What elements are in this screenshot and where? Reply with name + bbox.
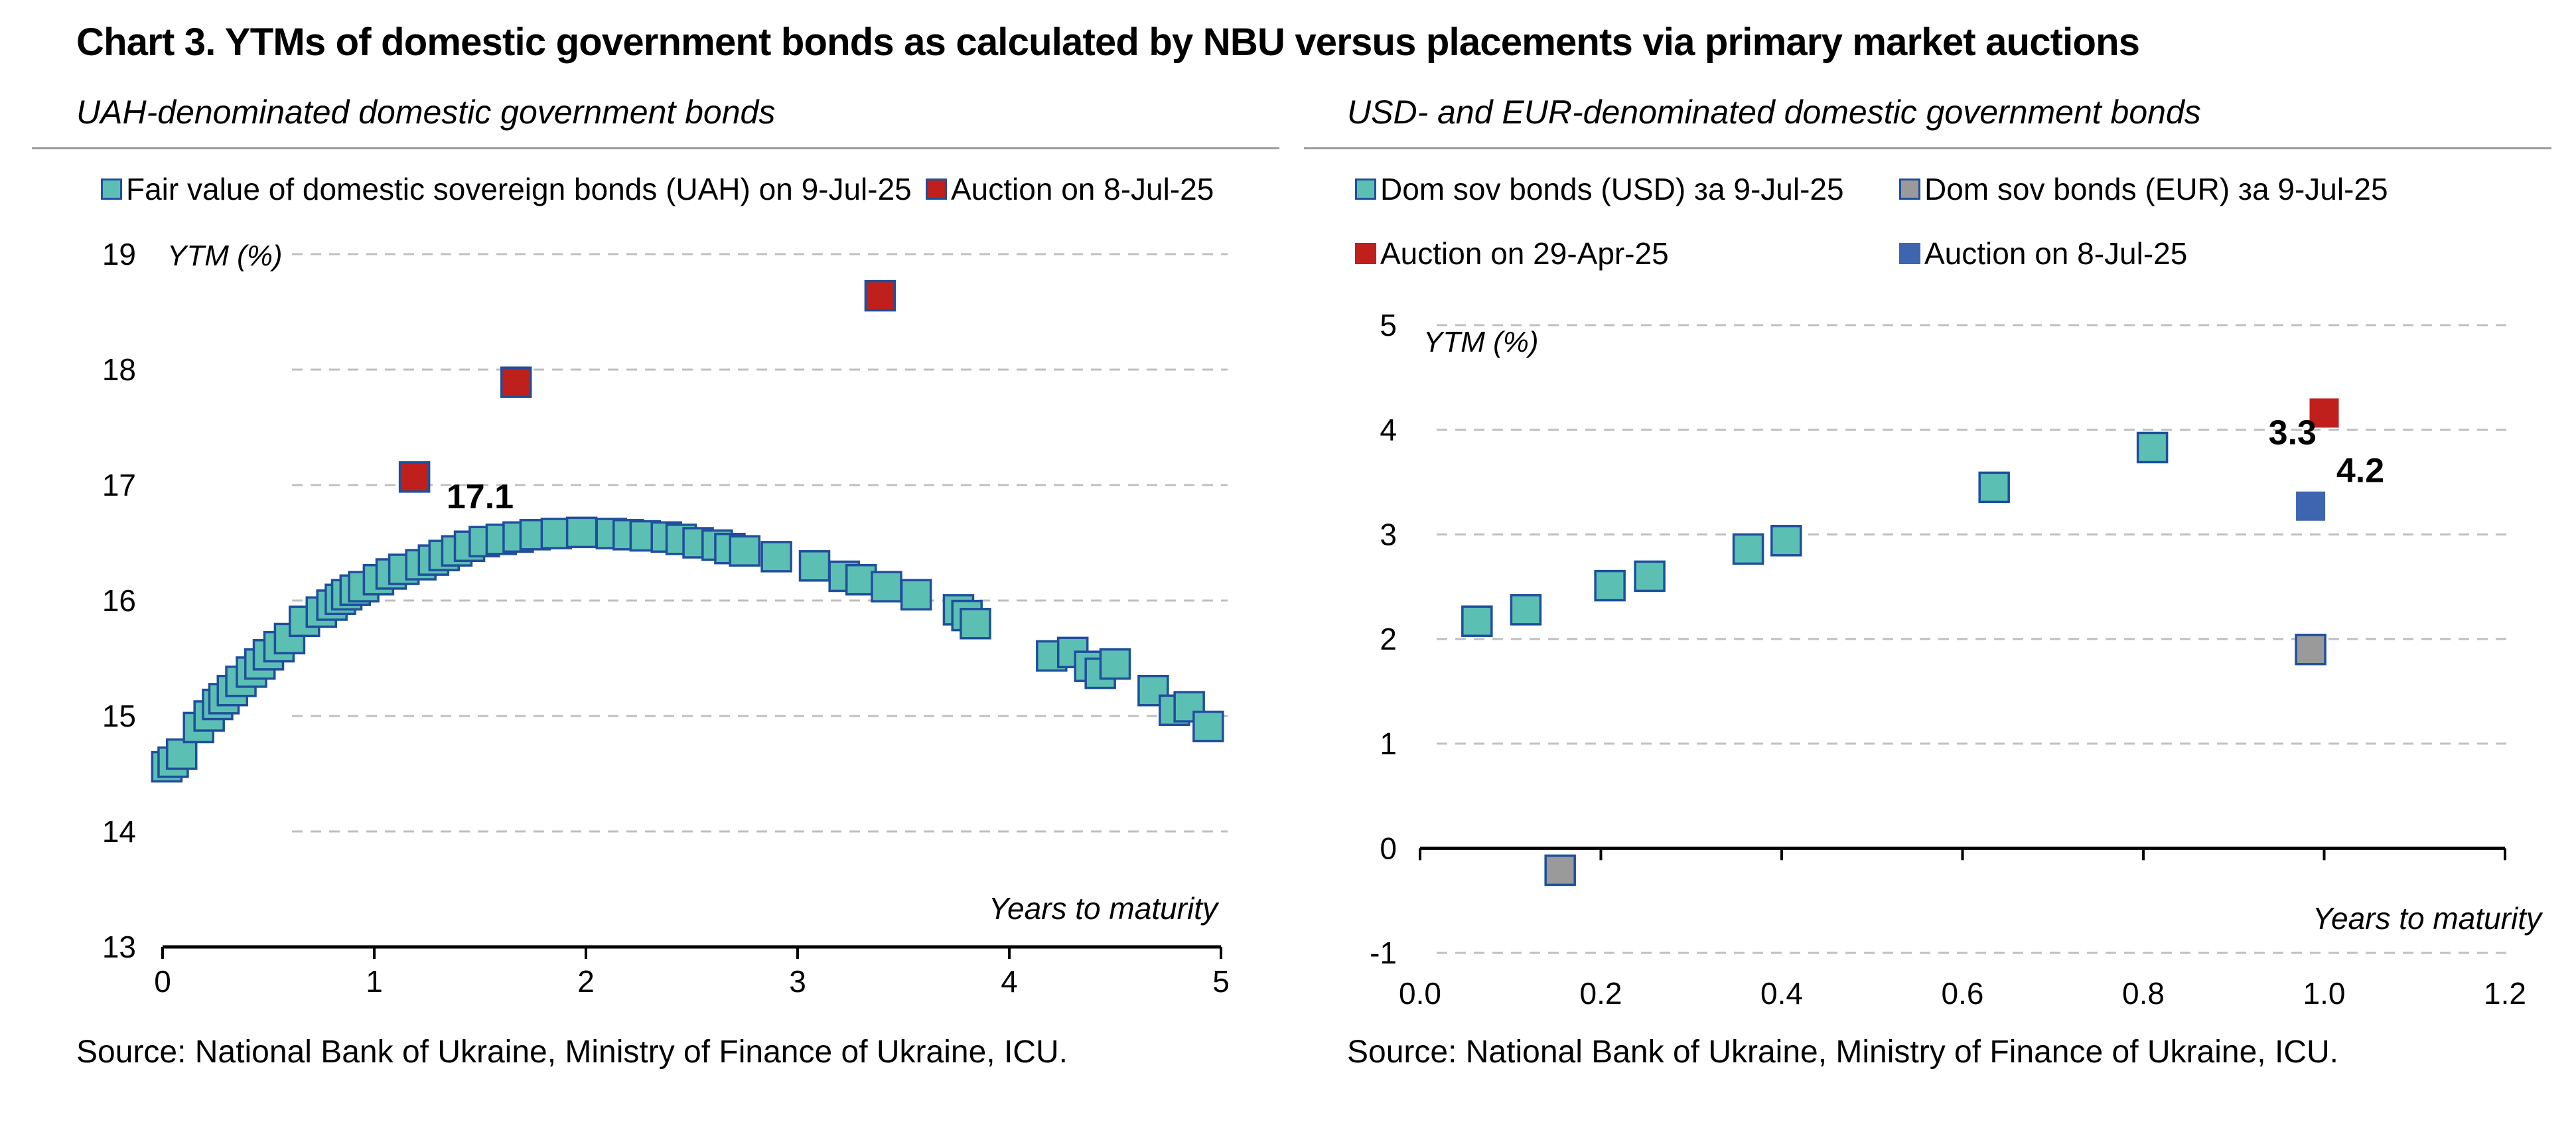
x-tick-label: 0	[154, 964, 171, 999]
x-tick-label: 0.4	[1760, 976, 1803, 1011]
right-header-rule	[1304, 147, 2551, 149]
data-label: 3.3	[2269, 414, 2317, 453]
teal-data-point	[1173, 691, 1205, 723]
teal-data-point	[1510, 594, 1542, 626]
y-tick-label: 5	[1380, 308, 1397, 342]
y-tick-label: 16	[102, 583, 136, 618]
y-tick-label: 14	[102, 814, 136, 849]
blue-data-point	[2296, 491, 2326, 521]
left-legend-item-fair-value: Fair value of domestic sovereign bonds (…	[101, 171, 912, 207]
teal-data-point	[960, 608, 991, 640]
y-tick-label: 0	[1380, 831, 1397, 865]
legend-label: Auction on 8-Jul-25	[951, 172, 1214, 206]
teal-data-point	[798, 550, 831, 582]
y-tick-label: 19	[102, 237, 136, 271]
red-data-point	[398, 461, 431, 493]
teal-data-point	[1099, 648, 1131, 680]
red-data-point	[500, 366, 532, 398]
teal-square-icon	[101, 178, 122, 200]
y-tick-label: -1	[1370, 936, 1397, 970]
chart-title: Chart 3. YTMs of domestic government bon…	[76, 21, 2140, 64]
red-square-icon	[926, 178, 947, 200]
right-chart-subtitle: USD- and EUR-denominated domestic govern…	[1347, 94, 2201, 131]
red-data-point	[2309, 398, 2339, 428]
teal-square-icon	[1355, 178, 1376, 200]
x-tick-label: 2	[577, 964, 595, 999]
y-tick-label: 18	[102, 352, 136, 387]
y-axis-title: YTM (%)	[167, 240, 283, 272]
teal-data-point	[871, 571, 902, 603]
legend-label: Dom sov bonds (EUR) за 9-Jul-25	[1924, 172, 2388, 206]
teal-data-point	[1978, 471, 2010, 504]
y-tick-label: 3	[1380, 517, 1397, 551]
x-tick-label: 3	[789, 964, 806, 999]
x-axis-title: Years to maturity	[989, 891, 1220, 926]
y-tick-label: 13	[102, 930, 136, 964]
x-tick-label: 1	[366, 964, 383, 999]
grey-square-icon	[1899, 178, 1920, 200]
grey-data-point	[2295, 634, 2326, 666]
y-axis-title: YTM (%)	[1423, 326, 1539, 358]
teal-data-point	[729, 535, 760, 567]
right-legend-item-usd: Dom sov bonds (USD) за 9-Jul-25	[1355, 171, 1844, 207]
teal-data-point	[1770, 525, 1802, 557]
teal-data-point	[2136, 431, 2169, 464]
legend-label: Auction on 29-Apr-25	[1380, 236, 1669, 271]
legend-label: Fair value of domestic sovereign bonds (…	[126, 172, 912, 206]
data-label: 17.1	[447, 478, 514, 516]
teal-data-point	[1192, 710, 1224, 743]
y-tick-label: 17	[102, 468, 136, 502]
x-tick-label: 5	[1212, 964, 1230, 999]
teal-data-point	[760, 541, 792, 573]
left-chart-subtitle: UAH-denominated domestic government bond…	[76, 94, 776, 131]
x-tick-label: 4	[1001, 964, 1018, 999]
x-tick-label: 0.2	[1580, 976, 1622, 1011]
teal-data-point	[1461, 605, 1493, 637]
x-tick-label: 1.2	[2484, 976, 2526, 1011]
right-legend-item-auction-apr: Auction on 29-Apr-25	[1355, 236, 1669, 271]
y-tick-label: 2	[1380, 622, 1397, 656]
teal-data-point	[1634, 560, 1666, 593]
right-legend-item-auction-jul: Auction on 8-Jul-25	[1899, 236, 2187, 271]
legend-label: Dom sov bonds (USD) за 9-Jul-25	[1380, 172, 1844, 206]
grey-data-point	[1544, 854, 1576, 887]
teal-data-point	[1594, 569, 1626, 602]
teal-data-point	[900, 579, 932, 611]
y-tick-label: 1	[1380, 727, 1397, 761]
y-tick-label: 15	[102, 699, 136, 733]
x-tick-label: 1.0	[2303, 976, 2346, 1011]
x-tick-label: 0.0	[1399, 976, 1441, 1011]
left-legend-item-auction: Auction on 8-Jul-25	[926, 171, 1214, 207]
left-source-note: Source: National Bank of Ukraine, Minist…	[76, 1034, 1068, 1070]
right-legend-item-eur: Dom sov bonds (EUR) за 9-Jul-25	[1899, 171, 2388, 207]
teal-data-point	[1732, 533, 1764, 565]
teal-data-point	[565, 516, 598, 549]
legend-label: Auction on 8-Jul-25	[1924, 236, 2188, 271]
x-axis-title: Years to maturity	[2313, 901, 2543, 936]
red-data-point	[864, 279, 896, 312]
x-tick-label: 0.8	[2122, 976, 2165, 1011]
red-square-icon	[1355, 243, 1376, 264]
right-source-note: Source: National Bank of Ukraine, Minist…	[1347, 1034, 2338, 1070]
x-tick-label: 0.6	[1942, 976, 1984, 1011]
left-header-rule	[32, 147, 1279, 149]
y-tick-label: 4	[1380, 413, 1397, 447]
data-label: 4.2	[2336, 452, 2384, 490]
blue-square-icon	[1899, 243, 1920, 264]
teal-data-point	[165, 738, 198, 770]
